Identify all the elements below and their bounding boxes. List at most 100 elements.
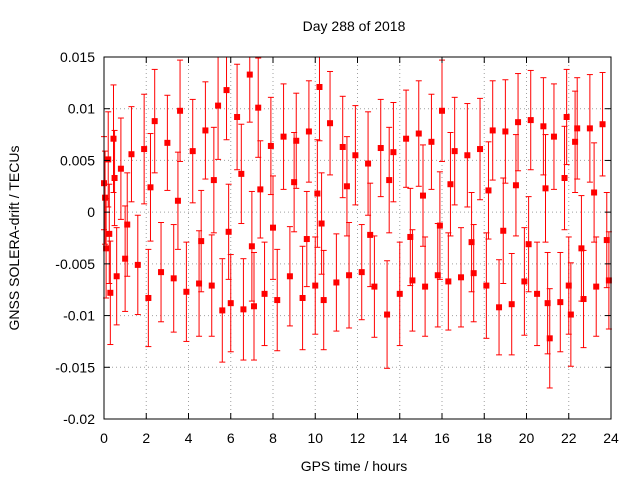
point-marker <box>208 282 215 289</box>
point-marker <box>103 245 110 252</box>
data-point <box>134 214 141 316</box>
chart-title: Day 288 of 2018 <box>303 18 406 34</box>
point-marker <box>219 307 226 314</box>
point-marker <box>270 224 276 231</box>
data-point <box>202 81 209 180</box>
point-marker <box>365 160 372 167</box>
point-marker <box>386 177 393 184</box>
point-marker <box>464 152 471 159</box>
point-marker <box>267 142 274 149</box>
point-marker <box>164 139 171 146</box>
data-point <box>428 93 435 190</box>
data-point <box>124 172 131 277</box>
data-point <box>257 140 264 239</box>
data-point <box>502 79 509 184</box>
grid <box>104 57 611 419</box>
data-point <box>234 63 241 171</box>
y-tick-label: 0 <box>87 204 95 220</box>
data-point <box>164 94 171 191</box>
data-point <box>485 141 492 240</box>
data-point <box>445 232 452 331</box>
point-marker <box>508 301 515 308</box>
point-marker <box>565 282 572 289</box>
point-marker <box>567 311 574 318</box>
point-marker <box>215 102 222 109</box>
point-marker <box>496 304 503 311</box>
data-point <box>403 89 410 188</box>
data-point <box>320 249 327 351</box>
point-marker <box>225 228 232 235</box>
point-marker <box>305 128 312 135</box>
point-marker <box>303 236 310 243</box>
point-marker <box>525 241 532 248</box>
x-tick-label: 4 <box>185 430 193 446</box>
data-point <box>489 80 496 181</box>
y-tick-label: 0.015 <box>60 49 95 65</box>
data-point <box>508 253 515 356</box>
point-marker <box>327 120 334 127</box>
point-marker <box>605 277 612 284</box>
point-marker <box>196 280 203 287</box>
point-marker <box>111 175 118 182</box>
point-marker <box>578 245 585 252</box>
point-marker <box>102 194 109 201</box>
point-marker <box>358 269 365 276</box>
data-point <box>174 151 181 250</box>
data-point <box>147 133 154 242</box>
data-point <box>572 90 579 193</box>
data-point <box>591 142 598 243</box>
data-point <box>145 248 152 348</box>
data-point <box>327 70 334 176</box>
data-point <box>111 129 118 227</box>
point-marker <box>107 289 114 296</box>
point-marker <box>557 299 564 306</box>
point-marker <box>502 128 509 135</box>
data-point <box>534 241 541 347</box>
data-point <box>113 227 120 326</box>
point-marker <box>318 220 325 227</box>
data-point <box>312 236 319 335</box>
point-marker <box>515 119 522 126</box>
point-marker <box>477 146 484 153</box>
data-point <box>141 93 148 205</box>
data-point <box>542 134 549 243</box>
point-marker <box>261 290 268 297</box>
point-marker <box>544 300 551 307</box>
point-marker <box>299 294 306 301</box>
point-marker <box>527 117 534 124</box>
data-point <box>291 132 298 233</box>
data-point <box>305 80 312 183</box>
point-marker <box>291 179 298 186</box>
data-point <box>599 72 606 177</box>
point-marker <box>177 107 184 114</box>
point-marker <box>470 270 477 277</box>
data-point <box>603 191 610 289</box>
point-marker <box>500 227 507 234</box>
data-point <box>339 95 346 199</box>
point-marker <box>202 127 209 134</box>
point-marker <box>396 290 403 297</box>
data-point <box>419 144 426 247</box>
data-point <box>574 77 581 180</box>
x-axis-label: GPS time / hours <box>301 458 408 474</box>
point-marker <box>468 239 475 246</box>
point-marker <box>293 137 300 144</box>
point-marker <box>210 177 217 184</box>
data-point <box>299 245 306 351</box>
point-marker <box>599 121 606 128</box>
point-marker <box>248 243 255 250</box>
data-point <box>593 236 600 337</box>
data-point <box>352 105 359 206</box>
point-marker <box>540 123 547 130</box>
data-point <box>396 241 403 347</box>
data-point <box>521 227 528 336</box>
data-point <box>177 59 184 162</box>
point-marker <box>419 192 426 199</box>
data-point <box>409 229 416 332</box>
point-marker <box>485 187 492 194</box>
x-tick-label: 24 <box>603 430 619 446</box>
data-point <box>500 177 507 285</box>
data-point <box>390 102 397 203</box>
point-marker <box>246 71 253 78</box>
